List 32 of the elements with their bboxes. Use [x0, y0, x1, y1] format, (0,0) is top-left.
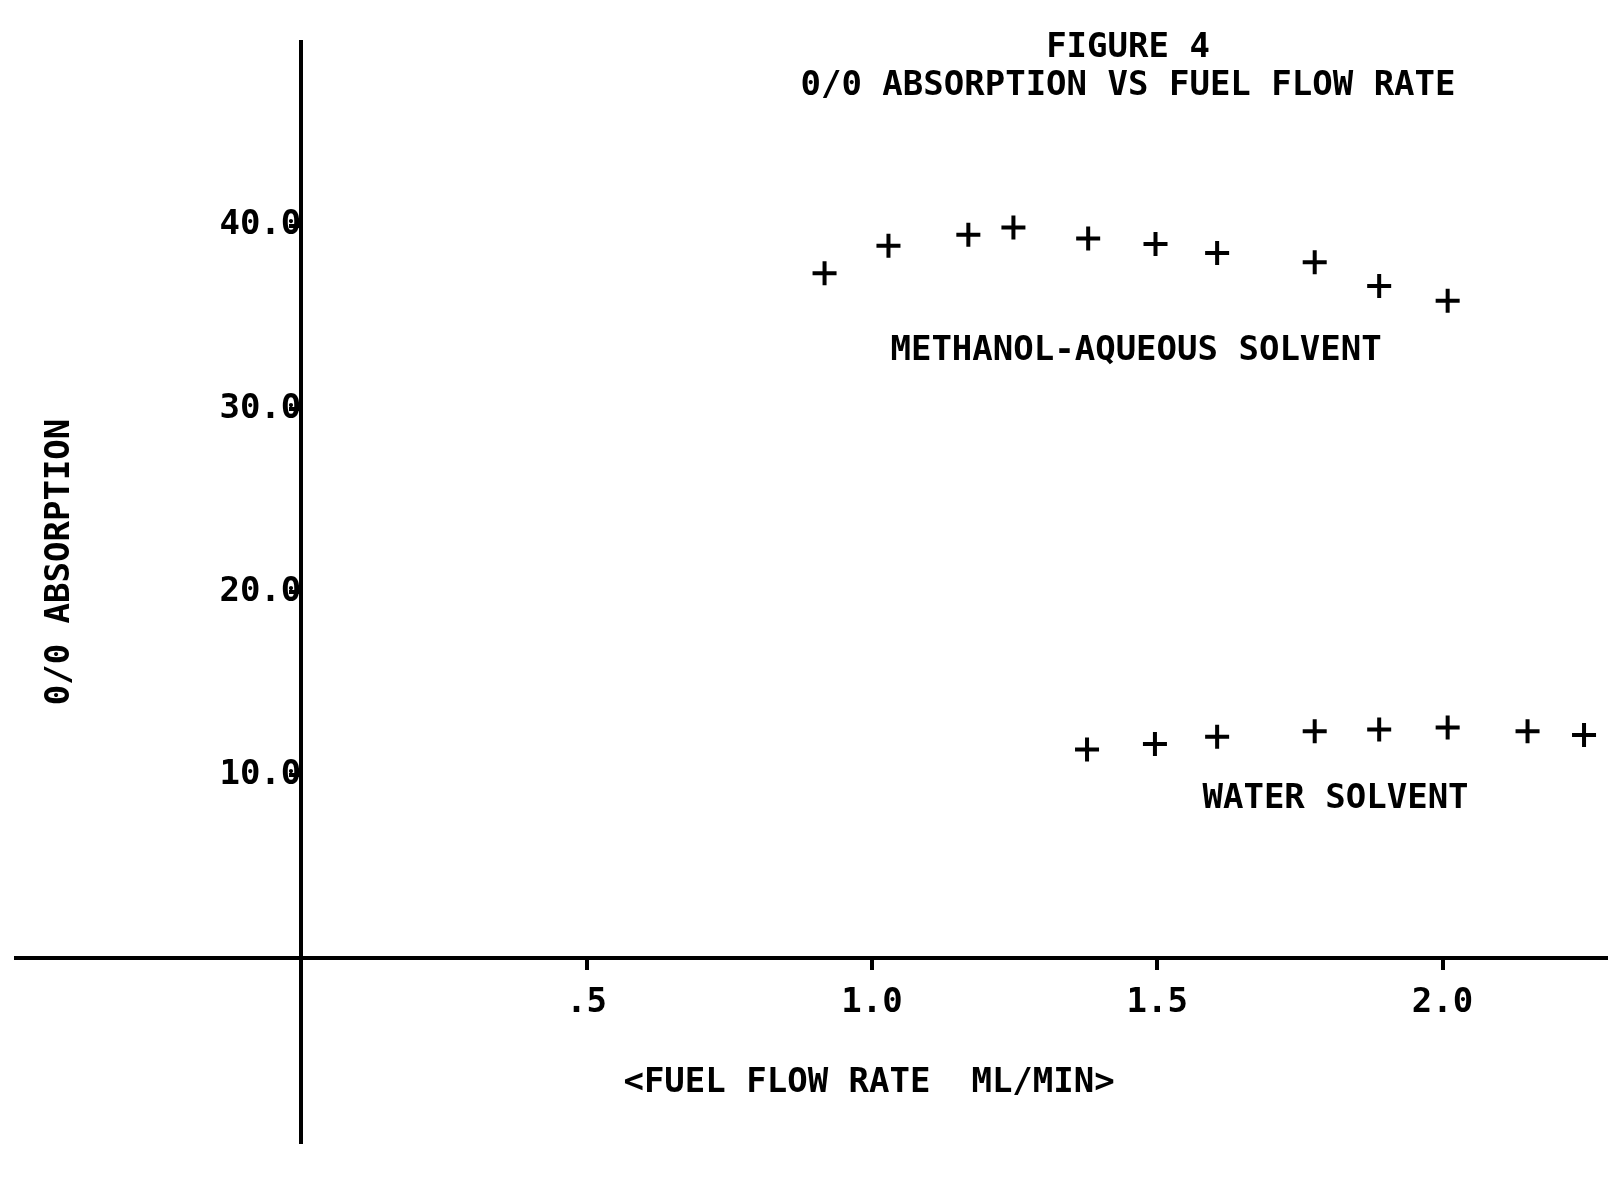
point	[956, 222, 981, 247]
point	[1435, 715, 1460, 740]
x-axis-title: <FUEL FLOW RATE ML/MIN>	[623, 1060, 1115, 1101]
x-tick-label: 1.5	[1126, 979, 1188, 1020]
y-axis-title: 0/0 ABSORPTION	[36, 418, 77, 706]
point	[812, 261, 837, 286]
point	[1001, 215, 1026, 240]
point	[1075, 737, 1100, 762]
point	[1205, 724, 1230, 749]
x-tick-label: .5	[566, 979, 608, 1020]
series-label: METHANOL-AQUEOUS SOLVENT	[890, 327, 1382, 368]
y-tick-label: 10.0	[219, 752, 302, 793]
x-tick-label: 1.0	[841, 979, 903, 1020]
point	[1367, 274, 1392, 299]
point	[1515, 719, 1540, 744]
point	[1302, 250, 1327, 275]
point	[1143, 231, 1168, 256]
point	[1367, 717, 1392, 742]
point	[1572, 722, 1597, 747]
y-tick-label: 30.0	[219, 385, 302, 426]
point	[1205, 241, 1230, 266]
point	[876, 233, 901, 258]
series-label: WATER SOLVENT	[1202, 776, 1469, 817]
point	[1435, 288, 1460, 313]
text: 0/0 ABSORPTION VS FUEL FLOW RATE	[800, 62, 1456, 103]
y-tick-label: 40.0	[219, 202, 302, 243]
point	[1302, 719, 1327, 744]
chart-title: FIGURE 4	[1046, 24, 1210, 65]
point	[1142, 732, 1167, 757]
point	[1076, 226, 1101, 251]
y-tick-label: 20.0	[219, 568, 302, 609]
x-tick-label: 2.0	[1411, 979, 1474, 1020]
